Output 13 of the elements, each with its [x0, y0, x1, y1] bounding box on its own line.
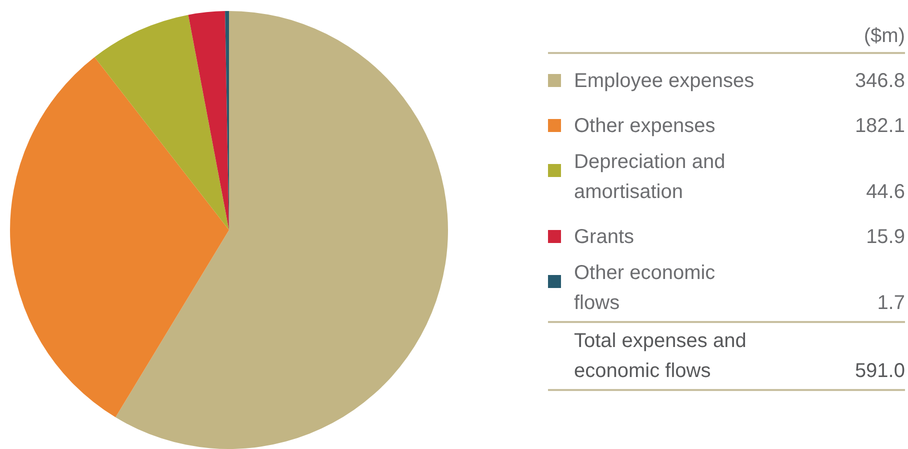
- legend-label: Employee expenses: [574, 69, 756, 94]
- text: Total expenses and economic flows: [574, 322, 764, 390]
- text: 591.0: [764, 322, 905, 390]
- legend-title: ($m): [862, 24, 905, 49]
- data-label: 44.6: [865, 180, 905, 205]
- data-label: 1.7: [876, 291, 905, 316]
- data-label: 346.8: [854, 69, 905, 94]
- legend-label: Depreciation and amortisation: [574, 150, 726, 205]
- legend-label: Grants: [574, 225, 636, 250]
- legend-label: Other economic flows: [574, 261, 716, 316]
- data-label: 182.1: [854, 114, 905, 139]
- data-label: 15.9: [865, 225, 905, 250]
- legend-label: Other expenses: [574, 114, 716, 139]
